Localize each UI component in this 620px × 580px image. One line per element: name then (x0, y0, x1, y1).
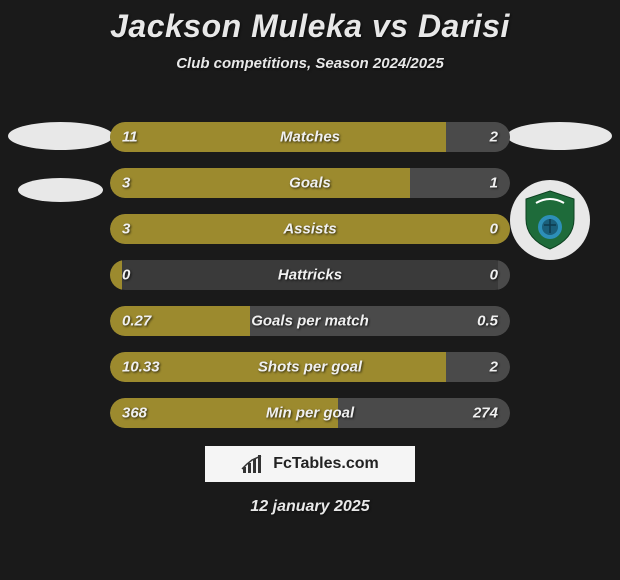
bar-left-fill (110, 122, 446, 152)
stat-right-value: 1 (490, 175, 498, 192)
player1-club-oval-2 (18, 178, 103, 202)
bar-right-fill (446, 122, 510, 152)
shield-icon (522, 189, 578, 251)
comparison-title: Jackson Muleka vs Darisi (0, 0, 620, 45)
stat-left-value: 368 (122, 405, 147, 422)
stat-right-value: 2 (490, 359, 498, 376)
site-logo[interactable]: FcTables.com (205, 446, 415, 482)
stat-left-value: 3 (122, 175, 130, 192)
stat-row: 3 0 Assists (110, 214, 510, 244)
stat-label: Goals (289, 175, 331, 192)
bar-left-fill (110, 260, 122, 290)
stat-label: Hattricks (278, 267, 342, 284)
comparison-subtitle: Club competitions, Season 2024/2025 (0, 55, 620, 72)
stats-bars: 11 2 Matches 3 1 Goals 3 0 Assists 0 0 Hattricks 0.2… (110, 122, 510, 444)
stat-row: 0 0 Hattricks (110, 260, 510, 290)
bar-left-fill (110, 168, 410, 198)
stat-label: Shots per goal (258, 359, 362, 376)
stat-left-value: 10.33 (122, 359, 160, 376)
stat-row: 368 274 Min per goal (110, 398, 510, 428)
stat-label: Min per goal (266, 405, 354, 422)
stat-left-value: 0 (122, 267, 130, 284)
stat-row: 11 2 Matches (110, 122, 510, 152)
stat-left-value: 3 (122, 221, 130, 238)
stat-label: Goals per match (251, 313, 369, 330)
site-logo-text: FcTables.com (273, 455, 379, 473)
player2-club-oval-1 (507, 122, 612, 150)
stat-left-value: 0.27 (122, 313, 151, 330)
stat-row: 3 1 Goals (110, 168, 510, 198)
stat-label: Matches (280, 129, 340, 146)
player2-club-crest (510, 180, 590, 260)
bar-right-fill (498, 260, 510, 290)
stat-left-value: 11 (122, 129, 138, 146)
stat-right-value: 0.5 (477, 313, 498, 330)
stat-label: Assists (283, 221, 336, 238)
stat-right-value: 0 (490, 221, 498, 238)
footer-date: 12 january 2025 (250, 498, 369, 516)
stat-right-value: 0 (490, 267, 498, 284)
bar-right-fill (446, 352, 510, 382)
stat-right-value: 2 (490, 129, 498, 146)
stat-row: 10.33 2 Shots per goal (110, 352, 510, 382)
chart-icon (241, 453, 267, 475)
player1-club-oval-1 (8, 122, 113, 150)
stat-row: 0.27 0.5 Goals per match (110, 306, 510, 336)
stat-right-value: 274 (473, 405, 498, 422)
